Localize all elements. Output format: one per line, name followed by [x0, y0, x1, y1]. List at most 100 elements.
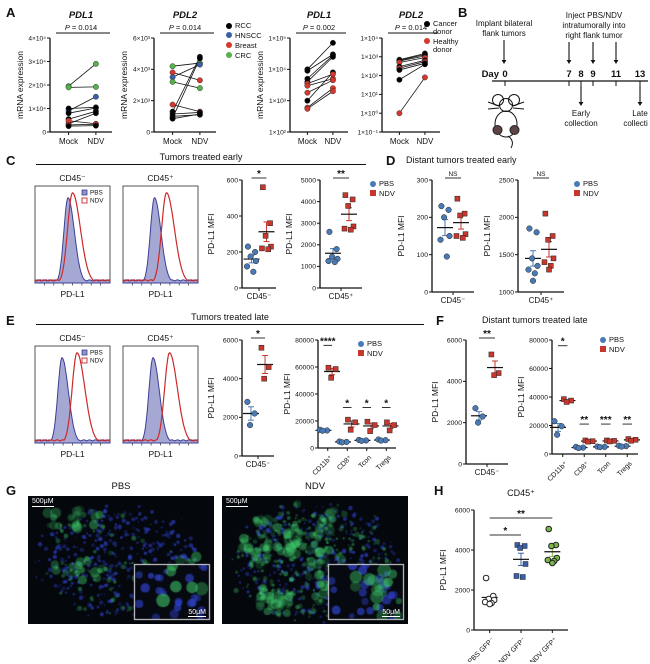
svg-text:Early: Early: [572, 109, 590, 118]
svg-text:9: 9: [590, 69, 595, 80]
svg-text:80000: 80000: [295, 337, 314, 344]
svg-text:Tregs: Tregs: [616, 460, 634, 478]
svg-text:PD-L1 MFI: PD-L1 MFI: [482, 215, 492, 256]
svg-text:1×10³: 1×10³: [361, 54, 379, 61]
panel-d-label: D: [386, 153, 396, 168]
svg-text:CD45⁺: CD45⁺: [147, 333, 174, 343]
svg-text:*: *: [345, 399, 349, 410]
svg-text:6×10³: 6×10³: [133, 35, 151, 42]
svg-text:60000: 60000: [295, 364, 314, 371]
legend-item: NDV: [600, 344, 625, 354]
svg-text:***: ***: [600, 415, 612, 426]
svg-text:2000: 2000: [301, 242, 316, 249]
svg-text:Mock: Mock: [390, 137, 410, 146]
svg-text:PBS: PBS: [90, 350, 103, 357]
cd45pos-early-histogram: CD45⁺ PD-L1: [122, 173, 199, 299]
svg-text:CD45⁻: CD45⁻: [441, 296, 466, 305]
svg-text:CD45⁻: CD45⁻: [475, 468, 500, 477]
svg-text:1500: 1500: [499, 252, 514, 259]
svg-text:intratumorally into: intratumorally into: [562, 21, 626, 30]
svg-text:right flank tumor: right flank tumor: [565, 31, 623, 40]
svg-text:1000: 1000: [499, 289, 514, 296]
distant-cd45pos-early-dotplot: 1000 1500 2000 2500 PD-L1 MFI CD45⁺ NS: [482, 171, 564, 305]
svg-text:200: 200: [227, 249, 239, 256]
svg-text:80000: 80000: [529, 337, 548, 344]
legend-item-label: HNSCC: [235, 30, 262, 40]
svg-text:Late: Late: [632, 109, 648, 118]
svg-text:CD45⁻: CD45⁻: [59, 173, 86, 183]
svg-text:2000: 2000: [447, 420, 462, 427]
svg-text:5000: 5000: [301, 177, 316, 184]
legend-item-label: RCC: [235, 21, 252, 30]
panel-f-title: Distant tumors treated late: [482, 315, 588, 325]
svg-text:100: 100: [417, 252, 429, 259]
svg-text:13: 13: [635, 69, 646, 80]
svg-text:PD-L1 MFI: PD-L1 MFI: [396, 215, 406, 256]
svg-text:**: **: [580, 415, 588, 426]
legend-item: Cancer donor: [424, 20, 462, 36]
svg-text:PD-L1 MFI: PD-L1 MFI: [430, 381, 440, 422]
svg-text:P = 0.014: P = 0.014: [395, 23, 427, 32]
square-marker-icon: [358, 350, 364, 357]
svg-text:NDV GFP⁺: NDV GFP⁺: [529, 636, 559, 662]
legend-item-label: NDV: [583, 188, 599, 198]
distant-immune-subsets-late-dotplot: 0 20000 40000 60000 80000 PD-L1 MFI CD11b⁺ CD8⁺…: [516, 337, 640, 483]
svg-text:20000: 20000: [529, 423, 548, 430]
cd45neg-early-mfi-dotplot: 0 200 400 600 PD-L1 MFI CD45⁻ *: [206, 169, 276, 301]
svg-text:0: 0: [312, 285, 316, 292]
panel-b-label: B: [458, 5, 468, 20]
circle-marker-icon: [226, 22, 232, 29]
svg-text:collection: collection: [564, 119, 597, 128]
legend-item-label: Cancer donor: [433, 19, 458, 36]
svg-text:1×10⁴: 1×10⁴: [268, 67, 286, 74]
svg-text:PD-L1: PD-L1: [60, 289, 84, 299]
legend-item-label: NDV: [379, 188, 395, 198]
svg-text:NS: NS: [448, 171, 458, 178]
svg-text:200: 200: [417, 215, 429, 222]
immune-subsets-late-mfi-dotplot: 0 20000 40000 60000 80000 PD-L1 MFI CD11b⁺ CD8⁺…: [282, 336, 399, 477]
svg-text:2000: 2000: [455, 587, 470, 594]
svg-text:*: *: [365, 399, 369, 410]
svg-text:4×10³: 4×10³: [133, 67, 151, 74]
panel-c-header: Tumors treated early: [36, 152, 366, 165]
ndv-image-title: NDV: [304, 481, 326, 492]
legend-item-label: NDV: [609, 344, 625, 354]
svg-text:CD8⁺: CD8⁺: [573, 460, 591, 478]
svg-text:Implant bilateral: Implant bilateral: [476, 19, 533, 28]
svg-text:6000: 6000: [447, 337, 462, 344]
pbs-microscopy-image: 500μM 50μM: [28, 496, 214, 624]
svg-text:**: **: [623, 415, 631, 426]
svg-text:0: 0: [310, 445, 314, 452]
svg-text:0: 0: [424, 289, 428, 296]
svg-text:Tregs: Tregs: [375, 454, 393, 472]
svg-text:PD-L1: PD-L1: [60, 449, 84, 459]
panel-e-title: Tumors treated late: [191, 312, 269, 322]
circle-marker-icon: [226, 42, 232, 49]
svg-text:0: 0: [502, 69, 507, 80]
panel-e-label: E: [6, 313, 15, 328]
svg-text:Day: Day: [482, 69, 500, 80]
svg-text:1×10³: 1×10³: [269, 98, 287, 105]
panel-e-header: Tumors treated late: [36, 312, 424, 325]
legend-item-label: CRC: [235, 50, 252, 60]
pdl1-paired-plot-log: PDL1 P = 0.002 1×10² 1×10³ 1×10⁴ 1×10⁵ Mock NDV…: [256, 10, 348, 146]
svg-text:CD8⁺: CD8⁺: [336, 454, 354, 472]
svg-text:1×10⁴: 1×10⁴: [28, 106, 46, 113]
svg-text:NS: NS: [536, 171, 546, 178]
svg-text:**: **: [483, 329, 491, 340]
svg-text:NDV: NDV: [87, 137, 105, 146]
svg-text:Mock: Mock: [59, 137, 79, 146]
cd45pos-late-histogram: CD45⁺ PD-L1: [122, 333, 199, 459]
svg-text:7: 7: [566, 69, 571, 80]
legend-item: RCC: [226, 22, 266, 30]
svg-text:0: 0: [234, 453, 238, 460]
svg-text:1000: 1000: [301, 264, 316, 271]
panel-f-treatment-legend: PBS NDV: [600, 336, 625, 354]
svg-text:0: 0: [544, 451, 548, 458]
svg-text:CD45⁺: CD45⁺: [529, 296, 554, 305]
circle-marker-icon: [358, 340, 364, 347]
svg-text:1×10²: 1×10²: [361, 73, 379, 80]
legend-item: HNSCC: [226, 30, 266, 40]
